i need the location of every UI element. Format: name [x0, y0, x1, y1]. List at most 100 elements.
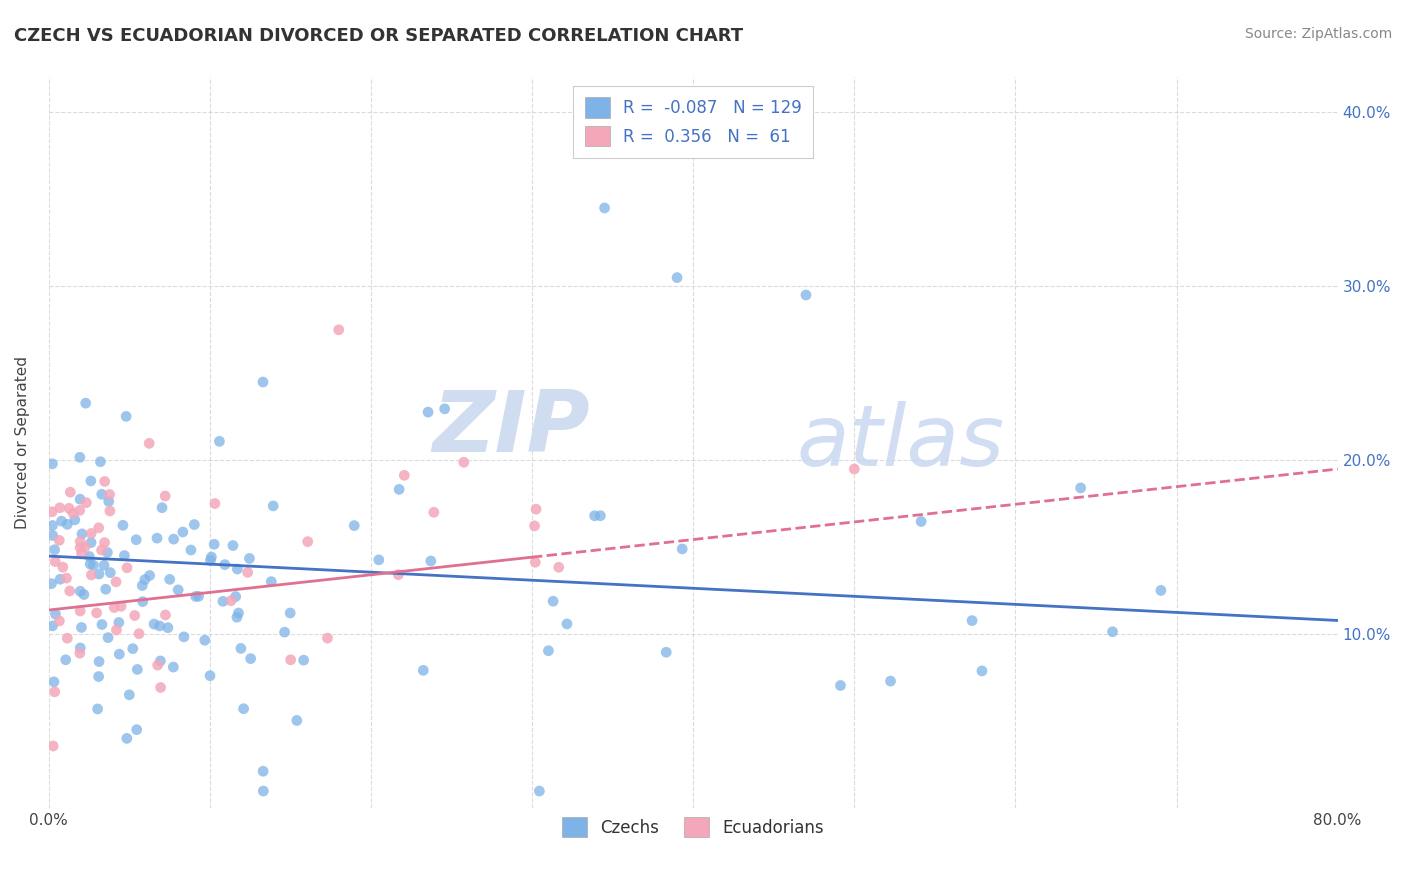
Point — [423, 505, 446, 519]
Legend: Czechs, Ecuadorians: Czechs, Ecuadorians — [555, 810, 831, 844]
Point — [51, 514, 73, 528]
Point — [112, 549, 135, 563]
Point — [172, 524, 194, 539]
Point — [273, 625, 295, 640]
Point — [167, 582, 190, 597]
Point — [56, 631, 79, 645]
Point — [163, 532, 186, 546]
Point — [666, 270, 689, 285]
Point — [42, 739, 65, 753]
Point — [70, 527, 93, 541]
Text: Source: ZipAtlas.com: Source: ZipAtlas.com — [1244, 27, 1392, 41]
Point — [69, 503, 91, 517]
Point — [212, 594, 235, 608]
Point — [87, 669, 110, 683]
Point — [69, 541, 91, 555]
Point — [1150, 583, 1173, 598]
Point — [143, 617, 166, 632]
Point — [69, 584, 91, 599]
Point — [69, 534, 91, 549]
Point — [830, 678, 852, 692]
Point — [252, 764, 274, 779]
Point — [44, 542, 66, 557]
Point — [87, 521, 110, 535]
Point — [524, 502, 547, 516]
Point — [671, 541, 693, 556]
Point — [131, 578, 153, 592]
Point — [1101, 624, 1123, 639]
Point — [41, 576, 63, 591]
Point — [97, 494, 120, 508]
Point — [970, 664, 993, 678]
Point — [280, 653, 302, 667]
Point — [98, 566, 121, 580]
Point — [146, 658, 169, 673]
Point — [115, 731, 138, 746]
Point — [228, 606, 250, 620]
Point — [105, 574, 128, 589]
Point — [204, 496, 226, 510]
Point — [80, 568, 103, 582]
Point — [433, 401, 456, 416]
Point — [80, 474, 103, 488]
Point — [146, 531, 169, 545]
Point — [44, 607, 66, 621]
Point — [86, 606, 108, 620]
Point — [555, 616, 578, 631]
Point — [200, 549, 222, 564]
Point — [529, 784, 551, 798]
Point — [453, 455, 475, 469]
Point — [41, 505, 63, 519]
Point — [49, 572, 72, 586]
Point — [278, 606, 301, 620]
Point — [75, 496, 97, 510]
Point — [153, 489, 176, 503]
Point — [159, 573, 181, 587]
Point — [416, 405, 439, 419]
Point — [194, 633, 217, 648]
Point — [149, 619, 172, 633]
Point — [98, 504, 121, 518]
Point — [214, 558, 236, 572]
Text: atlas: atlas — [796, 401, 1004, 484]
Point — [225, 590, 247, 604]
Point — [187, 590, 209, 604]
Point — [524, 555, 547, 569]
Point — [844, 462, 866, 476]
Point — [589, 508, 612, 523]
Point — [222, 539, 245, 553]
Point — [55, 653, 77, 667]
Point — [93, 475, 115, 489]
Point — [208, 434, 231, 449]
Point — [91, 617, 114, 632]
Point — [229, 641, 252, 656]
Point — [96, 545, 118, 559]
Point — [105, 623, 128, 637]
Point — [121, 641, 143, 656]
Point — [149, 681, 172, 695]
Point — [80, 526, 103, 541]
Point — [537, 644, 560, 658]
Point — [110, 599, 132, 614]
Point — [49, 500, 72, 515]
Point — [108, 647, 131, 661]
Point — [593, 201, 616, 215]
Point — [98, 487, 121, 501]
Point — [70, 547, 93, 561]
Point — [69, 450, 91, 465]
Point — [219, 593, 242, 607]
Point — [41, 518, 63, 533]
Point — [89, 455, 111, 469]
Point — [111, 518, 134, 533]
Point — [42, 528, 65, 542]
Point — [232, 702, 254, 716]
Point — [90, 487, 112, 501]
Point — [93, 558, 115, 573]
Point — [1070, 481, 1092, 495]
Point — [125, 723, 148, 737]
Point — [127, 663, 149, 677]
Point — [183, 517, 205, 532]
Y-axis label: Divorced or Separated: Divorced or Separated — [15, 357, 30, 530]
Point — [103, 600, 125, 615]
Point — [69, 604, 91, 618]
